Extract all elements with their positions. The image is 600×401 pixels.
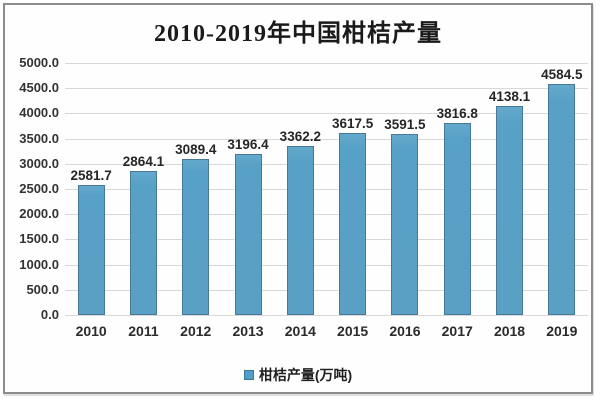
bar-2017: 3816.8 bbox=[437, 106, 478, 315]
bar-2016: 3591.5 bbox=[384, 117, 426, 315]
gridline-0.0 bbox=[65, 315, 588, 316]
gridline-1500.0 bbox=[65, 239, 588, 241]
x-tick-label-2014: 2014 bbox=[284, 323, 316, 339]
bar-value-label: 3617.5 bbox=[331, 115, 374, 131]
plot-area: 2581.7 2864.1 3089.4 3196.4 3362.2 3617.5 3591… bbox=[65, 63, 588, 316]
gridline-2500.0 bbox=[65, 189, 588, 190]
bar-value-label: 2581.7 bbox=[70, 167, 112, 183]
y-tick-label: 2000.0 bbox=[19, 206, 59, 222]
x-tick-label-2019: 2019 bbox=[546, 323, 578, 339]
x-tick-label-2015: 2015 bbox=[337, 323, 369, 339]
gridline-3000.0 bbox=[65, 163, 588, 165]
bar-value-label: 3089.4 bbox=[175, 142, 217, 158]
bar-column-2012: 3089.4 bbox=[170, 63, 222, 315]
y-tick-label: 5000.0 bbox=[19, 55, 59, 70]
y-tick-label: 4000.0 bbox=[19, 105, 59, 121]
bar-column-2018: 4138.1 bbox=[483, 63, 535, 315]
bar-column-2011: 2864.1 bbox=[117, 63, 169, 315]
x-tick-label-2010: 2010 bbox=[75, 323, 107, 339]
bar-2015: 3617.5 bbox=[332, 116, 373, 315]
bar-value-label: 3362.2 bbox=[279, 128, 321, 144]
bar-value-label: 3591.5 bbox=[384, 117, 426, 132]
bar-value-label: 2864.1 bbox=[122, 153, 165, 169]
x-tick-label-2012: 2012 bbox=[180, 323, 212, 339]
bar-2012: 3089.4 bbox=[175, 142, 216, 315]
y-tick-label: 3500.0 bbox=[19, 130, 59, 146]
chart-window: 2010-2019年中国柑桔产量 5000.0 4500.0 4000.0 3500.… bbox=[3, 3, 593, 394]
bar-column-2010: 2581.7 bbox=[65, 63, 117, 315]
bar-column-2019: 4584.5 bbox=[536, 63, 588, 315]
y-axis: 5000.0 4500.0 4000.0 3500.0 3000.0 2500.0 2000… bbox=[5, 55, 59, 322]
bar-column-2014: 3362.2 bbox=[274, 63, 326, 315]
y-tick-label: 500.0 bbox=[26, 281, 59, 297]
bar-value-label: 4584.5 bbox=[541, 66, 583, 82]
chart-title: 2010-2019年中国柑桔产量 bbox=[154, 21, 442, 47]
y-tick-label: 2500.0 bbox=[19, 181, 59, 196]
bar-2011: 2864.1 bbox=[123, 154, 164, 315]
x-tick-label-2013: 2013 bbox=[232, 323, 264, 339]
bar-value-label: 3196.4 bbox=[227, 136, 269, 152]
bar-column-2017: 3816.8 bbox=[431, 63, 483, 315]
gridline-4500.0 bbox=[65, 88, 588, 90]
gridlines bbox=[65, 63, 588, 316]
gridline-4000.0 bbox=[65, 113, 588, 115]
y-tick-label: 4500.0 bbox=[19, 80, 59, 96]
bar-value-label: 3816.8 bbox=[436, 105, 478, 121]
x-axis-labels: 2010 2011 2012 2013 2014 2015 2016 2017 2018 2019 bbox=[65, 323, 588, 339]
y-tick-label: 3000.0 bbox=[19, 155, 59, 171]
bar-2018: 4138.1 bbox=[489, 89, 530, 315]
y-tick-label: 1000.0 bbox=[19, 256, 59, 272]
gridline-2000.0 bbox=[65, 214, 588, 216]
gridline-1000.0 bbox=[65, 264, 588, 266]
gridline-500.0 bbox=[65, 289, 588, 291]
bar-2014: 3362.2 bbox=[280, 129, 321, 315]
legend-label: 柑桔产量(万吨) bbox=[258, 367, 353, 383]
bar-column-2016: 3591.5 bbox=[379, 63, 431, 315]
legend: 柑桔产量(万吨) bbox=[5, 365, 591, 385]
y-tick-label: 1500.0 bbox=[19, 231, 59, 247]
bar-2019: 4584.5 bbox=[541, 67, 582, 315]
bar-2013: 3196.4 bbox=[227, 137, 269, 315]
bar-column-2013: 3196.4 bbox=[222, 63, 274, 315]
bar-column-2015: 3617.5 bbox=[326, 63, 378, 315]
x-tick-label-2017: 2017 bbox=[441, 323, 473, 339]
x-tick-label-2018: 2018 bbox=[493, 323, 526, 339]
bar-series: 2581.7 2864.1 3089.4 3196.4 3362.2 3617.5 3591… bbox=[65, 63, 588, 315]
bar-2010: 2581.7 bbox=[70, 168, 112, 315]
bar-value-label: 4138.1 bbox=[488, 89, 531, 105]
gridline-3500.0 bbox=[65, 138, 588, 140]
y-tick-label: 0.0 bbox=[40, 307, 59, 322]
legend-swatch-icon bbox=[243, 370, 254, 380]
gridline-5000.0 bbox=[65, 63, 588, 64]
x-tick-label-2011: 2011 bbox=[128, 323, 159, 339]
x-tick-label-2016: 2016 bbox=[389, 323, 421, 339]
